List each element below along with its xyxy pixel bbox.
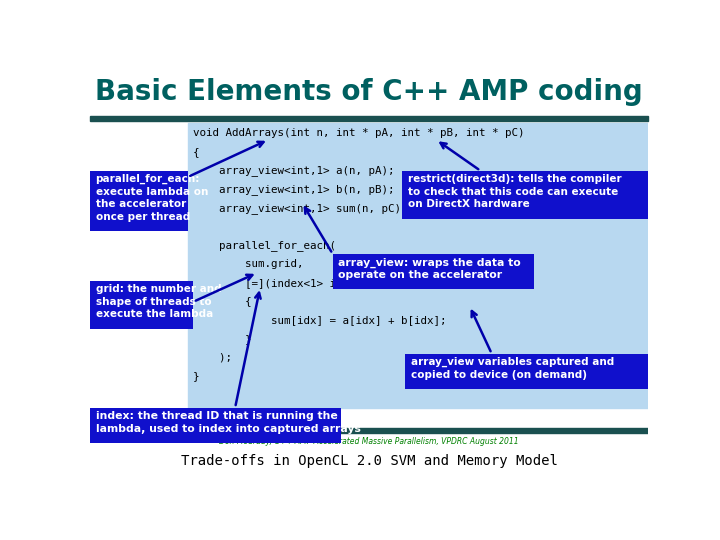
Text: grid: the number and
shape of threads to
execute the lambda: grid: the number and shape of threads to… [96, 285, 221, 319]
Bar [405, 354, 648, 389]
Text: array_view: wraps the data to
operate on the accelerator: array_view: wraps the data to operate on… [338, 258, 521, 280]
Text: parallel_for_each(: parallel_for_each( [193, 240, 336, 251]
Bar [90, 281, 193, 329]
Bar [333, 254, 534, 289]
Text: Basic Elements of C++ AMP coding: Basic Elements of C++ AMP coding [95, 78, 643, 106]
Text: [=](index<1> idx) mutable restrict(direct3d): [=](index<1> idx) mutable restrict(direc… [193, 278, 531, 288]
Text: restrict(direct3d): tells the compiler
to check that this code can execute
on Di: restrict(direct3d): tells the compiler t… [408, 174, 621, 209]
Bar [90, 171, 188, 231]
Text: );: ); [193, 353, 233, 362]
Text: Trade-offs in OpenCL 2.0 SVM and Memory Model: Trade-offs in OpenCL 2.0 SVM and Memory … [181, 454, 557, 468]
Text: array_view<int,1> sum(n, pC);: array_view<int,1> sum(n, pC); [193, 203, 408, 214]
Text: }: } [193, 334, 252, 344]
Text: sum[idx] = a[idx] + b[idx];: sum[idx] = a[idx] + b[idx]; [193, 315, 446, 325]
Bar [90, 428, 648, 433]
Text: array_view<int,1> a(n, pA);: array_view<int,1> a(n, pA); [193, 165, 395, 177]
Text: {: { [193, 147, 199, 157]
Bar [90, 408, 341, 443]
Text: void AddArrays(int n, int * pA, int * pB, int * pC): void AddArrays(int n, int * pA, int * pB… [193, 128, 525, 138]
Text: sum.grid,: sum.grid, [193, 259, 304, 269]
Text: }: } [193, 371, 199, 381]
Text: array_view variables captured and
copied to device (on demand): array_view variables captured and copied… [411, 357, 614, 380]
Text: Don McCrady, C++ AMP Accelerated Massive Parallelism, VPDRC August 2011: Don McCrady, C++ AMP Accelerated Massive… [219, 437, 519, 446]
Text: array_view<int,1> b(n, pB);: array_view<int,1> b(n, pB); [193, 184, 395, 195]
Text: {: { [193, 296, 252, 306]
Bar [402, 171, 648, 219]
Bar [90, 116, 648, 121]
Text: index: the thread ID that is running the
lambda, used to index into captured arr: index: the thread ID that is running the… [96, 411, 361, 434]
Bar [188, 123, 648, 408]
Text: parallel_for_each:
execute lambda on
the accelerator
once per thread: parallel_for_each: execute lambda on the… [96, 174, 208, 221]
